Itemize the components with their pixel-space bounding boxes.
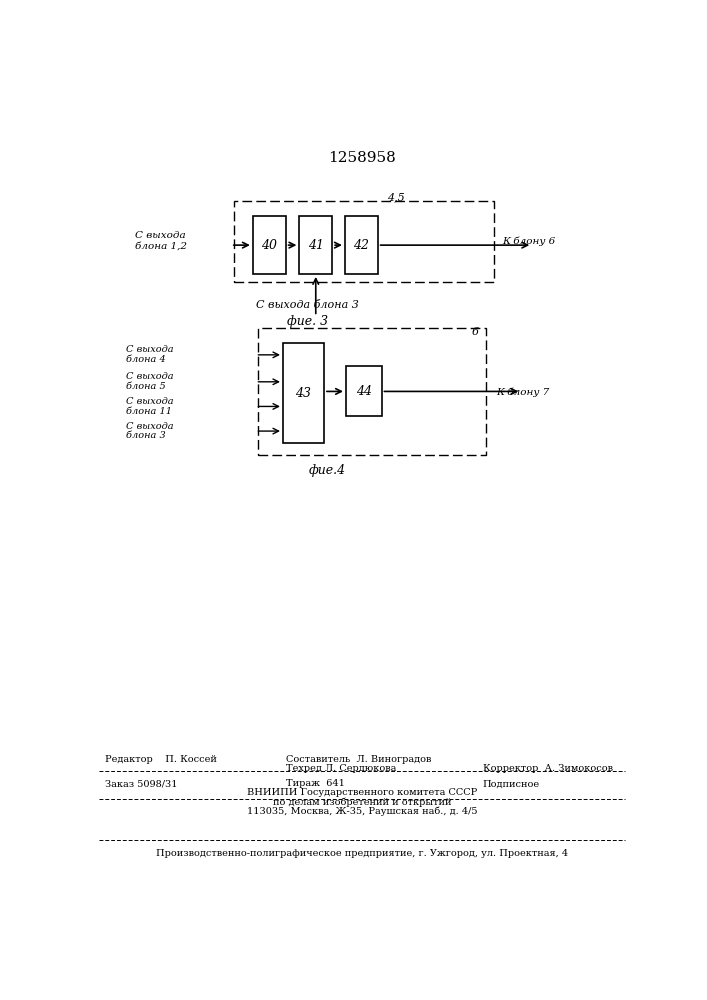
Bar [346,366,382,416]
Text: К блону 7: К блону 7 [496,387,550,397]
Text: Производственно-полиграфическое предприятие, г. Ужгород, ул. Проектная, 4: Производственно-полиграфическое предприя… [156,849,568,858]
Text: Тираж  641: Тираж 641 [286,779,344,788]
Text: Заказ 5098/31: Заказ 5098/31 [105,779,177,788]
Bar [233,201,494,282]
Text: 41: 41 [308,239,324,252]
Text: 42: 42 [354,239,369,252]
Text: С выхода
блона 5: С выхода блона 5 [126,372,173,391]
Text: фие.4: фие.4 [308,464,345,477]
Text: 4,5: 4,5 [387,192,404,202]
Text: С выхода
блона 11: С выхода блона 11 [126,397,173,416]
Text: С выхода
блона 1,2: С выхода блона 1,2 [135,231,187,251]
Bar [283,343,324,443]
Text: 1258958: 1258958 [329,151,396,165]
Text: С выхода блона 3: С выхода блона 3 [256,300,359,310]
Text: К блону 6: К блону 6 [502,236,555,246]
Text: 43: 43 [296,387,312,400]
Text: С выхода
блона 3: С выхода блона 3 [126,422,173,440]
Text: 40: 40 [261,239,277,252]
Bar [253,216,286,274]
Text: Корректор  А. Зимокосов: Корректор А. Зимокосов [483,764,613,773]
Text: фие. 3: фие. 3 [287,315,328,328]
Bar [299,216,332,274]
Bar [258,328,486,455]
Text: 44: 44 [356,385,372,398]
Bar [345,216,378,274]
Text: Составитель  Л. Виноградов: Составитель Л. Виноградов [286,755,431,764]
Text: по делам изобретений и открытий: по делам изобретений и открытий [273,797,452,807]
Text: 113035, Москва, Ж-35, Раушская наб., д. 4/5: 113035, Москва, Ж-35, Раушская наб., д. … [247,807,478,816]
Text: Техред Л. Сердюкова: Техред Л. Сердюкова [286,764,396,773]
Text: ВНИИПИ Государственного комитета СССР: ВНИИПИ Государственного комитета СССР [247,788,477,797]
Text: Подписное: Подписное [483,779,540,788]
Text: С выхода
блона 4: С выхода блона 4 [126,346,173,364]
Text: Редактор    П. Коссей: Редактор П. Коссей [105,755,216,764]
Text: 6: 6 [472,327,479,337]
